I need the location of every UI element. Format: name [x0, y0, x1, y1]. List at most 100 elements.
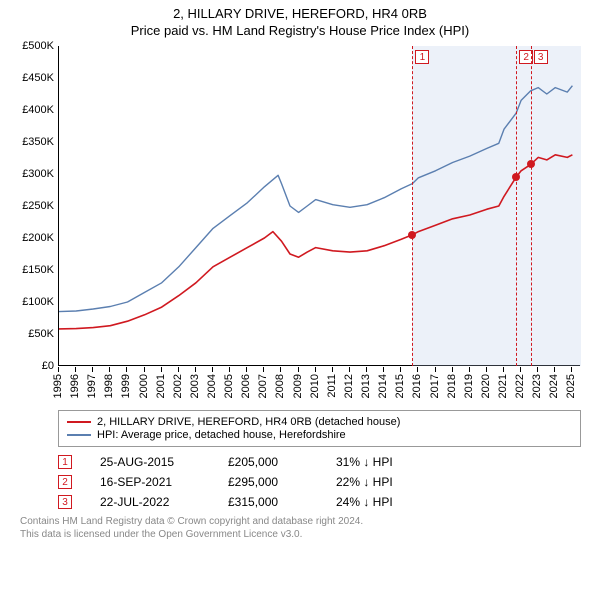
- legend-row: HPI: Average price, detached house, Here…: [67, 429, 572, 441]
- chart: £0£50K£100K£150K£200K£250K£300K£350K£400…: [10, 46, 585, 406]
- x-tick-mark: [298, 367, 299, 372]
- x-tick-mark: [58, 367, 59, 372]
- x-tick-mark: [332, 367, 333, 372]
- sale-row-marker: 2: [58, 475, 72, 489]
- x-tick-label: 1995: [52, 374, 64, 398]
- x-tick-mark: [126, 367, 127, 372]
- y-tick-label: £500K: [22, 40, 54, 52]
- y-tick-label: £0: [42, 360, 54, 372]
- x-tick-label: 2009: [292, 374, 304, 398]
- sale-row: 216-SEP-2021£295,00022% ↓ HPI: [58, 475, 585, 489]
- sale-vline: [531, 46, 532, 366]
- x-tick-label: 2014: [377, 374, 389, 398]
- x-tick-mark: [400, 367, 401, 372]
- y-tick-label: £450K: [22, 72, 54, 84]
- page-container: 2, HILLARY DRIVE, HEREFORD, HR4 0RB Pric…: [0, 0, 600, 590]
- y-tick-label: £300K: [22, 168, 54, 180]
- sale-vline: [516, 46, 517, 366]
- title-main: 2, HILLARY DRIVE, HEREFORD, HR4 0RB: [10, 6, 590, 21]
- x-tick-label: 2011: [326, 374, 338, 398]
- footer: Contains HM Land Registry data © Crown c…: [20, 515, 581, 541]
- x-tick-label: 1998: [103, 374, 115, 398]
- title-sub: Price paid vs. HM Land Registry's House …: [10, 23, 590, 38]
- x-tick-mark: [178, 367, 179, 372]
- legend-swatch: [67, 421, 91, 423]
- y-tick-label: £250K: [22, 200, 54, 212]
- x-axis: 1995199619971998199920002001200220032004…: [58, 368, 580, 406]
- legend-label: HPI: Average price, detached house, Here…: [97, 429, 346, 441]
- x-tick-mark: [554, 367, 555, 372]
- x-tick-label: 2021: [497, 374, 509, 398]
- series-hpi: [59, 86, 572, 312]
- sale-row-diff: 22% ↓ HPI: [336, 475, 426, 489]
- y-axis: £0£50K£100K£150K£200K£250K£300K£350K£400…: [10, 46, 58, 366]
- plot-area: 123: [58, 46, 580, 366]
- x-tick-mark: [469, 367, 470, 372]
- legend-label: 2, HILLARY DRIVE, HEREFORD, HR4 0RB (det…: [97, 416, 400, 428]
- sale-point: [408, 231, 416, 239]
- sale-row-date: 25-AUG-2015: [100, 455, 200, 469]
- x-tick-mark: [229, 367, 230, 372]
- x-tick-mark: [109, 367, 110, 372]
- x-tick-label: 2010: [309, 374, 321, 398]
- x-tick-mark: [383, 367, 384, 372]
- x-tick-mark: [537, 367, 538, 372]
- x-tick-mark: [571, 367, 572, 372]
- y-tick-label: £350K: [22, 136, 54, 148]
- sale-marker-label: 1: [415, 50, 429, 64]
- series-price_paid: [59, 155, 572, 329]
- x-tick-mark: [520, 367, 521, 372]
- x-tick-mark: [263, 367, 264, 372]
- footer-line2: This data is licensed under the Open Gov…: [20, 528, 581, 541]
- x-tick-mark: [280, 367, 281, 372]
- x-tick-mark: [452, 367, 453, 372]
- x-tick-label: 2022: [514, 374, 526, 398]
- sale-marker-label: 3: [534, 50, 548, 64]
- x-tick-mark: [503, 367, 504, 372]
- sale-row: 3 22-JUL-2022 £315,000 24% ↓ HPI: [58, 495, 585, 509]
- x-tick-label: 2019: [463, 374, 475, 398]
- x-tick-label: 2012: [343, 374, 355, 398]
- legend-swatch: [67, 434, 91, 436]
- x-tick-mark: [417, 367, 418, 372]
- x-tick-label: 2013: [360, 374, 372, 398]
- legend: 2, HILLARY DRIVE, HEREFORD, HR4 0RB (det…: [58, 410, 581, 447]
- x-tick-label: 2007: [257, 374, 269, 398]
- x-tick-label: 2008: [274, 374, 286, 398]
- x-tick-label: 2016: [411, 374, 423, 398]
- x-tick-mark: [349, 367, 350, 372]
- x-tick-label: 2003: [189, 374, 201, 398]
- x-tick-label: 2020: [480, 374, 492, 398]
- y-tick-label: £400K: [22, 104, 54, 116]
- x-tick-mark: [315, 367, 316, 372]
- x-tick-label: 2024: [548, 374, 560, 398]
- sale-row-price: £295,000: [228, 475, 308, 489]
- x-tick-label: 2006: [240, 374, 252, 398]
- sale-row-marker: 1: [58, 455, 72, 469]
- x-tick-mark: [144, 367, 145, 372]
- sale-row-diff: 24% ↓ HPI: [336, 495, 426, 509]
- sales-table: 125-AUG-2015£205,00031% ↓ HPI216-SEP-202…: [58, 455, 585, 509]
- x-tick-label: 1999: [120, 374, 132, 398]
- x-tick-label: 2015: [394, 374, 406, 398]
- x-tick-label: 2017: [429, 374, 441, 398]
- sale-row-marker: 3: [58, 495, 72, 509]
- sale-row-price: £205,000: [228, 455, 308, 469]
- x-tick-label: 2002: [172, 374, 184, 398]
- sale-point: [512, 173, 520, 181]
- titles: 2, HILLARY DRIVE, HEREFORD, HR4 0RB Pric…: [10, 6, 590, 38]
- x-tick-label: 2004: [206, 374, 218, 398]
- x-tick-label: 1996: [69, 374, 81, 398]
- x-tick-mark: [161, 367, 162, 372]
- x-tick-mark: [92, 367, 93, 372]
- sale-point: [527, 160, 535, 168]
- y-tick-label: £200K: [22, 232, 54, 244]
- sale-row-price: £315,000: [228, 495, 308, 509]
- x-tick-label: 2025: [565, 374, 577, 398]
- legend-row: 2, HILLARY DRIVE, HEREFORD, HR4 0RB (det…: [67, 416, 572, 428]
- y-tick-label: £100K: [22, 296, 54, 308]
- x-tick-mark: [486, 367, 487, 372]
- x-tick-label: 2001: [155, 374, 167, 398]
- sale-row-date: 22-JUL-2022: [100, 495, 200, 509]
- sale-row: 125-AUG-2015£205,00031% ↓ HPI: [58, 455, 585, 469]
